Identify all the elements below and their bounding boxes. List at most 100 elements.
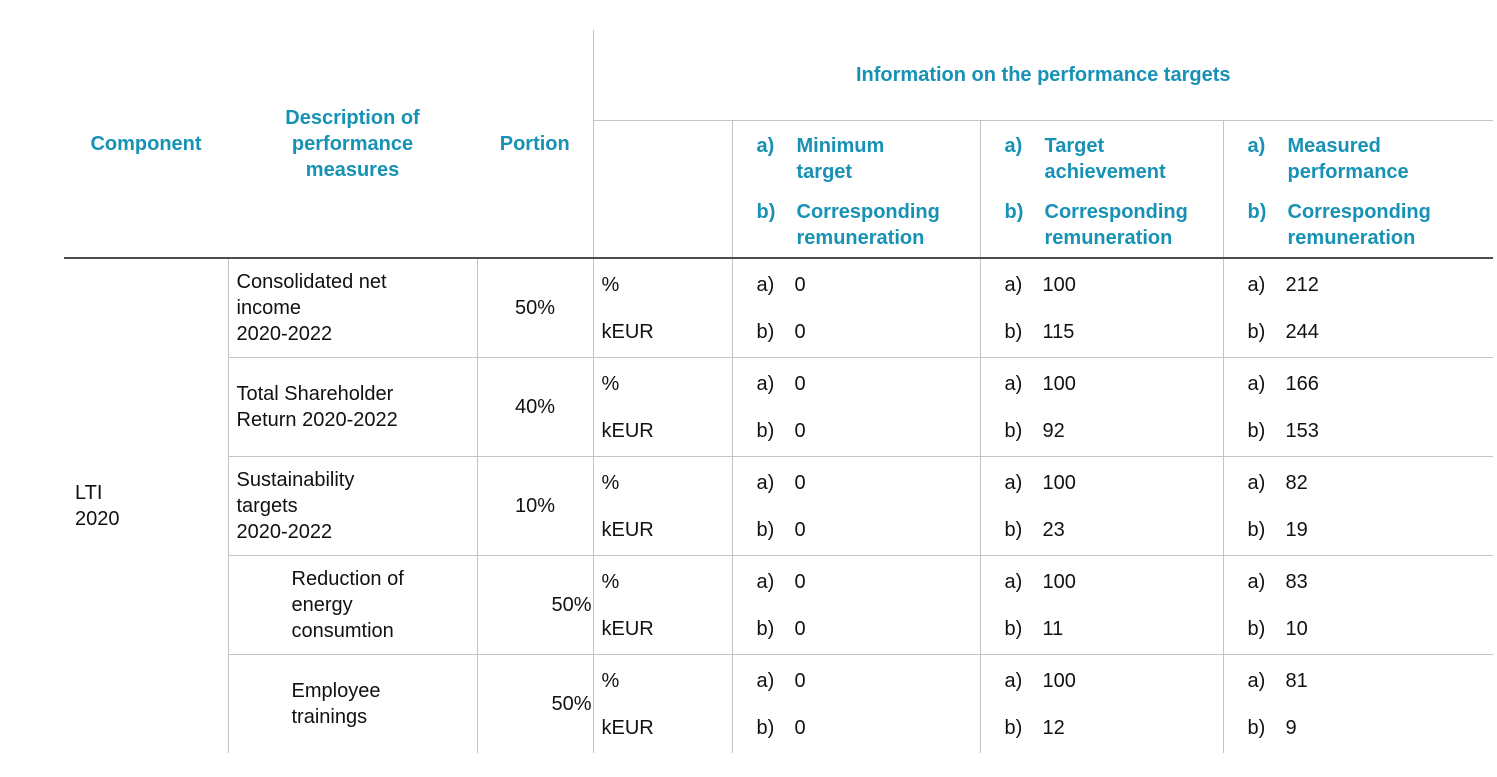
value-line-b: b) 0 [757, 517, 980, 543]
minimum-target-b: 0 [794, 320, 806, 343]
target-achievement-a: 100 [1042, 669, 1076, 692]
measured-performance-a: 166 [1285, 372, 1319, 395]
measured-performance-cell: a) 81 b) 9 [1222, 654, 1493, 753]
minimum-target-cell: a) 0 b) 0 [731, 257, 980, 358]
marker-a: a) [756, 134, 775, 157]
table-row: Total Shareholder Return 2020-2022 40% %… [64, 357, 1494, 457]
minimum-target-cell: a) 0 b) 0 [731, 654, 980, 753]
header-item-a: a) Measured performance [1248, 133, 1488, 185]
description-cell: Employee trainings [227, 654, 477, 753]
target-achievement-b: 12 [1042, 716, 1065, 739]
header-item-a: a) Minimum target [757, 133, 974, 185]
minimum-target-b: 0 [794, 716, 806, 739]
header-item-a: a) Target achievement [1005, 133, 1217, 185]
minimum-target-cell: a) 0 b) 0 [731, 456, 980, 556]
measured-performance-a: 83 [1285, 570, 1308, 593]
unit-keur: kEUR [601, 419, 654, 442]
value-line-b: b) 92 [1005, 418, 1223, 444]
marker-b: b) [756, 200, 776, 223]
marker-a: a) [756, 372, 775, 395]
minimum-target-a: 0 [794, 669, 806, 692]
value-line-a: a) 0 [757, 371, 980, 397]
marker-a: a) [756, 570, 775, 593]
marker-a: a) [756, 273, 775, 296]
portion-cell: 10% [476, 456, 593, 556]
value-line-a: a) 100 [1005, 668, 1223, 694]
target-achievement-cell: a) 100 b) 12 [979, 654, 1223, 753]
marker-a: a) [1247, 570, 1266, 593]
value-line-a: a) 166 [1248, 371, 1494, 397]
corresponding-remuneration-label: Corresponding remuneration [796, 200, 940, 249]
measured-performance-a: 82 [1285, 471, 1308, 494]
column-header-target-achievement: a) Target achievement b) Corresponding r… [979, 120, 1223, 259]
marker-b: b) [1247, 617, 1266, 640]
marker-a: a) [1004, 273, 1023, 296]
target-achievement-a: 100 [1042, 570, 1076, 593]
unit-percent: % [601, 273, 620, 296]
description-cell: Sustainability targets 2020-2022 [227, 456, 477, 556]
value-line-a: a) 83 [1248, 569, 1494, 595]
minimum-target-a: 0 [794, 372, 806, 395]
target-achievement-a: 100 [1042, 372, 1076, 395]
marker-b: b) [1004, 320, 1023, 343]
value-line-b: b) 10 [1248, 616, 1494, 642]
value-line-b: b) 0 [757, 319, 980, 345]
target-achievement-cell: a) 100 b) 115 [979, 257, 1223, 358]
marker-a: a) [756, 471, 775, 494]
value-line-b: b) 244 [1248, 319, 1494, 345]
minimum-target-label: Minimum target [796, 134, 885, 183]
component-cell: LTI 2020 [64, 257, 229, 753]
info-group-header: Information on the performance targets [592, 30, 1493, 121]
value-line-a: a) 212 [1248, 272, 1494, 298]
marker-b: b) [756, 716, 775, 739]
value-line-b: b) 153 [1248, 418, 1494, 444]
column-header-portion: Portion [477, 30, 593, 259]
minimum-target-cell: a) 0 b) 0 [731, 555, 980, 655]
measured-performance-cell: a) 166 b) 153 [1222, 357, 1494, 457]
corresponding-remuneration-label: Corresponding remuneration [1044, 200, 1188, 249]
measured-performance-label: Measured performance [1287, 134, 1409, 183]
unit-cell: % kEUR [592, 555, 732, 655]
measured-performance-b: 9 [1285, 716, 1297, 739]
value-line-b: b) 0 [757, 715, 980, 741]
marker-b: b) [756, 617, 775, 640]
header-row-sub: a) Minimum target b) Corresponding remun… [64, 120, 1493, 259]
minimum-target-b: 0 [794, 617, 806, 640]
column-header-description: Description of performance measures [228, 30, 477, 259]
value-line-b: b) 19 [1248, 517, 1494, 543]
value-line-b: b) 12 [1005, 715, 1223, 741]
unit-keur: kEUR [601, 320, 654, 343]
description-cell: Total Shareholder Return 2020-2022 [227, 357, 477, 457]
marker-a: a) [1247, 134, 1266, 157]
marker-b: b) [1004, 518, 1023, 541]
table-row: Employee trainings 50% % kEUR a) 0 b) 0 a)… [64, 654, 1493, 753]
measured-performance-cell: a) 212 b) 244 [1222, 257, 1494, 358]
portion-cell: 50% [476, 555, 593, 655]
unit-percent: % [601, 669, 620, 692]
table-row: Sustainability targets 2020-2022 10% % k… [64, 456, 1494, 556]
value-line-a: a) 0 [757, 668, 980, 694]
target-achievement-a: 100 [1042, 273, 1076, 296]
measured-performance-b: 19 [1285, 518, 1308, 541]
target-achievement-label: Target achievement [1044, 134, 1166, 183]
performance-targets-table: Component Description of performance mea… [64, 30, 1493, 753]
marker-a: a) [1247, 372, 1266, 395]
measured-performance-cell: a) 83 b) 10 [1222, 555, 1494, 655]
marker-a: a) [1004, 669, 1023, 692]
portion-cell: 50% [476, 257, 593, 358]
marker-a: a) [1004, 134, 1023, 157]
marker-a: a) [1004, 570, 1023, 593]
portion-cell: 40% [476, 357, 593, 457]
value-line-b: b) 0 [757, 616, 980, 642]
measured-performance-a: 81 [1285, 669, 1308, 692]
marker-b: b) [1004, 200, 1024, 223]
column-header-component: Component [64, 30, 228, 259]
minimum-target-b: 0 [794, 518, 806, 541]
marker-a: a) [1004, 471, 1023, 494]
value-line-b: b) 115 [1005, 319, 1223, 345]
unit-keur: kEUR [601, 518, 654, 541]
value-line-b: b) 23 [1005, 517, 1223, 543]
marker-b: b) [1247, 419, 1266, 442]
target-achievement-a: 100 [1042, 471, 1076, 494]
